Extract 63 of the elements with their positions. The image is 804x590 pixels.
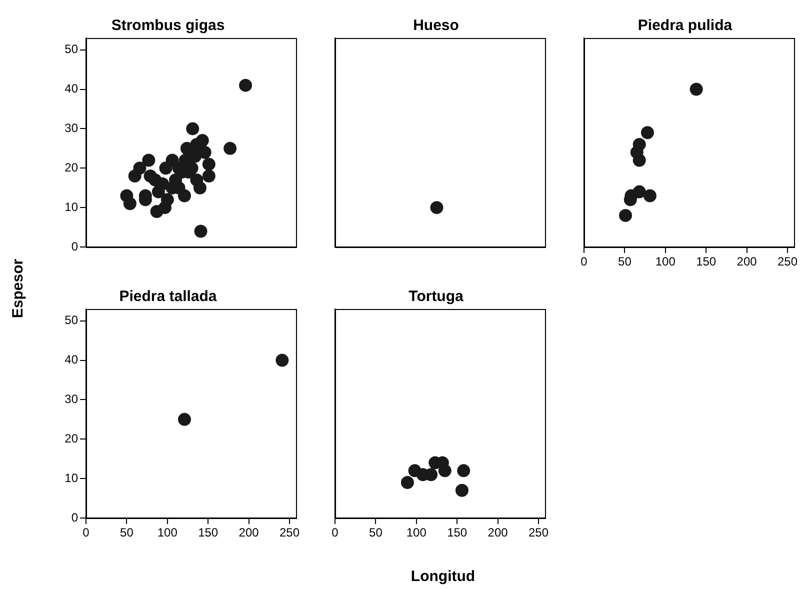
y-tick-label: 0 — [71, 510, 78, 524]
x-tick-label: 0 — [332, 526, 339, 540]
point — [194, 224, 208, 238]
x-tick-label: 250 — [528, 526, 549, 540]
x-tick-label: 50 — [618, 254, 632, 269]
y-tick-label: 50 — [64, 313, 78, 328]
y-tick-label: 10 — [64, 200, 78, 214]
x-tick-label: 150 — [447, 526, 468, 540]
y-tick-label: 40 — [64, 352, 78, 367]
x-tick-label: 250 — [777, 254, 798, 269]
y-tick-label: 50 — [64, 42, 78, 56]
x-tick-label: 150 — [696, 254, 716, 269]
point — [224, 142, 237, 155]
x-tick-label: 50 — [369, 526, 383, 540]
y-axis-title: Espesor — [10, 258, 26, 320]
x-tick-label: 100 — [157, 526, 178, 540]
point — [186, 122, 200, 136]
point — [202, 170, 216, 183]
x-tick-label: 200 — [736, 254, 758, 269]
point — [178, 154, 192, 167]
point — [632, 154, 646, 167]
x-tick-label: 200 — [488, 526, 508, 540]
x-tick-label: 100 — [406, 526, 427, 540]
chart-title: Strombus gigas — [111, 17, 225, 34]
point — [690, 82, 703, 96]
y-tick-label: 30 — [64, 392, 78, 406]
y-tick-label: 10 — [64, 470, 78, 485]
point — [160, 193, 174, 206]
point — [142, 154, 156, 167]
point — [424, 468, 438, 482]
point — [457, 464, 470, 478]
x-tick-label: 0 — [580, 254, 588, 269]
point — [400, 476, 414, 490]
point — [202, 158, 216, 171]
point — [190, 173, 204, 186]
y-tick-label: 0 — [71, 239, 78, 254]
x-tick-label: 200 — [238, 526, 260, 540]
point — [455, 484, 468, 497]
x-tick-label: 150 — [198, 526, 218, 540]
point — [619, 208, 632, 222]
chart-title: Tortuga — [408, 288, 464, 306]
x-tick-label: 50 — [120, 526, 134, 540]
point — [438, 464, 452, 478]
point — [128, 170, 142, 183]
y-tick-label: 20 — [64, 431, 78, 446]
point — [643, 189, 656, 202]
point — [188, 150, 202, 163]
y-tick-label: 30 — [64, 121, 78, 136]
point — [178, 189, 191, 202]
y-tick-label: 20 — [64, 160, 78, 174]
x-tick-label: 0 — [82, 526, 90, 540]
point — [239, 78, 252, 92]
x-axis-title: Longitud — [410, 568, 476, 585]
x-tick-label: 250 — [279, 526, 300, 540]
point — [198, 146, 212, 159]
point — [196, 134, 209, 148]
point — [123, 197, 136, 210]
chart-title: Piedra tallada — [119, 288, 218, 306]
chart-title: Hueso — [413, 17, 459, 34]
y-tick-label: 40 — [64, 82, 78, 96]
point — [640, 126, 654, 140]
x-tick-label: 100 — [655, 254, 676, 269]
chart-title: Piedra pulida — [638, 17, 733, 34]
